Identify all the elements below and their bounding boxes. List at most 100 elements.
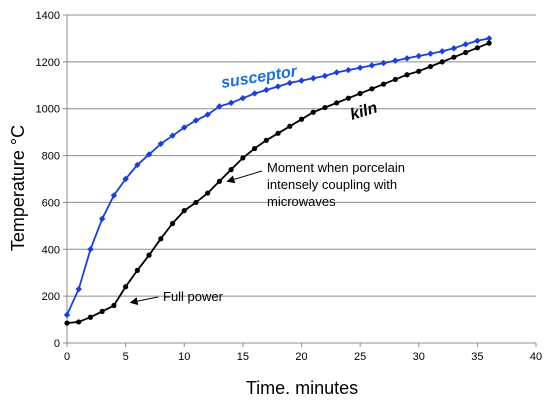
- annotation-text: microwaves: [267, 194, 336, 209]
- series-label-kiln: kiln: [348, 99, 380, 123]
- data-point-kiln: [205, 190, 211, 196]
- data-point-kiln: [357, 90, 363, 97]
- data-point-susceptor: [134, 161, 141, 169]
- data-point-susceptor: [204, 111, 211, 118]
- data-point-susceptor: [368, 62, 376, 69]
- data-point-kiln: [169, 220, 176, 227]
- y-tick-label: 1400: [36, 10, 60, 22]
- series-group: [63, 35, 493, 326]
- data-point-susceptor: [251, 90, 258, 97]
- data-point-susceptor: [462, 41, 469, 48]
- data-point-susceptor: [110, 192, 118, 199]
- annotation-1: Moment when porcelain intensely coupling …: [226, 160, 405, 209]
- data-point-kiln: [181, 208, 187, 214]
- grid-lines: [67, 14, 536, 297]
- data-point-kiln: [427, 63, 434, 70]
- data-point-susceptor: [333, 69, 340, 76]
- x-tick-label: 10: [178, 351, 190, 363]
- annotation-text: Full power: [163, 289, 224, 304]
- data-point-susceptor: [216, 103, 223, 110]
- series-label-susceptor: susceptor: [220, 63, 299, 92]
- y-tick-label: 600: [42, 197, 60, 209]
- annotation-0: Full power: [129, 289, 224, 306]
- series-susceptor: [63, 35, 493, 319]
- data-point-kiln: [87, 314, 94, 320]
- data-point-kiln: [146, 252, 152, 258]
- data-point-susceptor: [485, 35, 493, 42]
- data-point-kiln: [263, 137, 269, 143]
- data-point-susceptor: [63, 311, 71, 319]
- annotation-text: Moment when porcelain: [267, 160, 405, 175]
- x-tick-label: 0: [64, 351, 70, 363]
- data-point-susceptor: [122, 175, 129, 183]
- data-point-kiln: [216, 178, 223, 184]
- data-point-kiln: [275, 130, 281, 136]
- x-axis-title: Time. minutes: [246, 378, 358, 398]
- data-point-susceptor: [450, 45, 458, 52]
- data-point-susceptor: [192, 117, 200, 124]
- data-point-kiln: [334, 100, 340, 106]
- data-point-kiln: [345, 95, 351, 101]
- annotations: Full power Moment when porcelain intensely…: [129, 160, 405, 306]
- data-point-susceptor: [427, 50, 434, 57]
- data-point-kiln: [123, 284, 129, 290]
- data-point-kiln: [287, 123, 293, 129]
- data-point-kiln: [416, 68, 422, 74]
- data-point-kiln: [369, 86, 375, 92]
- y-tick-label: 1000: [36, 104, 60, 116]
- data-point-susceptor: [263, 86, 270, 94]
- data-point-kiln: [158, 236, 164, 242]
- data-point-susceptor: [169, 132, 176, 139]
- data-point-kiln: [404, 72, 410, 78]
- data-point-susceptor: [439, 48, 446, 55]
- x-tick-label: 40: [530, 351, 542, 363]
- data-point-susceptor: [415, 52, 422, 60]
- data-point-susceptor: [227, 99, 235, 107]
- data-point-susceptor: [157, 140, 164, 148]
- data-point-kiln: [64, 320, 70, 326]
- data-point-kiln: [99, 308, 105, 314]
- y-axis-title: Temperature °C: [8, 125, 28, 251]
- data-point-susceptor: [474, 37, 481, 44]
- data-point-susceptor: [392, 57, 399, 64]
- x-tick-label: 25: [354, 351, 366, 363]
- y-tick-label: 400: [42, 244, 60, 256]
- annotation-arrow: [129, 296, 159, 306]
- x-tick-label: 15: [237, 351, 249, 363]
- series-kiln: [64, 40, 492, 326]
- data-point-susceptor: [274, 83, 282, 90]
- data-point-susceptor: [321, 72, 329, 80]
- x-tick-label: 5: [123, 351, 129, 363]
- data-point-kiln: [310, 109, 316, 115]
- y-tick-label: 800: [42, 151, 60, 163]
- data-point-kiln: [76, 319, 82, 325]
- data-point-susceptor: [181, 124, 188, 131]
- data-point-susceptor: [403, 55, 411, 62]
- data-point-susceptor: [345, 66, 352, 74]
- x-tick-label: 30: [413, 351, 425, 363]
- data-point-susceptor: [286, 79, 293, 87]
- y-tick-label: 1200: [36, 57, 60, 69]
- data-point-susceptor: [310, 75, 317, 82]
- y-tick-label: 0: [54, 338, 60, 350]
- axes: [63, 14, 537, 347]
- data-point-susceptor: [298, 77, 305, 84]
- data-point-kiln: [392, 76, 398, 83]
- data-point-kiln: [463, 49, 469, 56]
- x-tick-label: 35: [471, 351, 483, 363]
- y-tick-label: 200: [42, 291, 60, 303]
- data-point-kiln: [228, 167, 234, 173]
- data-point-kiln: [193, 199, 199, 206]
- data-point-susceptor: [87, 246, 94, 253]
- data-point-susceptor: [356, 64, 364, 71]
- data-point-kiln: [439, 59, 445, 65]
- data-point-susceptor: [75, 285, 82, 293]
- data-point-kiln: [111, 302, 117, 309]
- data-point-susceptor: [239, 94, 247, 102]
- data-point-kiln: [474, 45, 480, 51]
- data-point-kiln: [134, 267, 140, 273]
- annotation-arrow: [226, 170, 263, 184]
- annotation-text: intensely coupling with: [267, 177, 397, 192]
- data-point-kiln: [380, 81, 387, 87]
